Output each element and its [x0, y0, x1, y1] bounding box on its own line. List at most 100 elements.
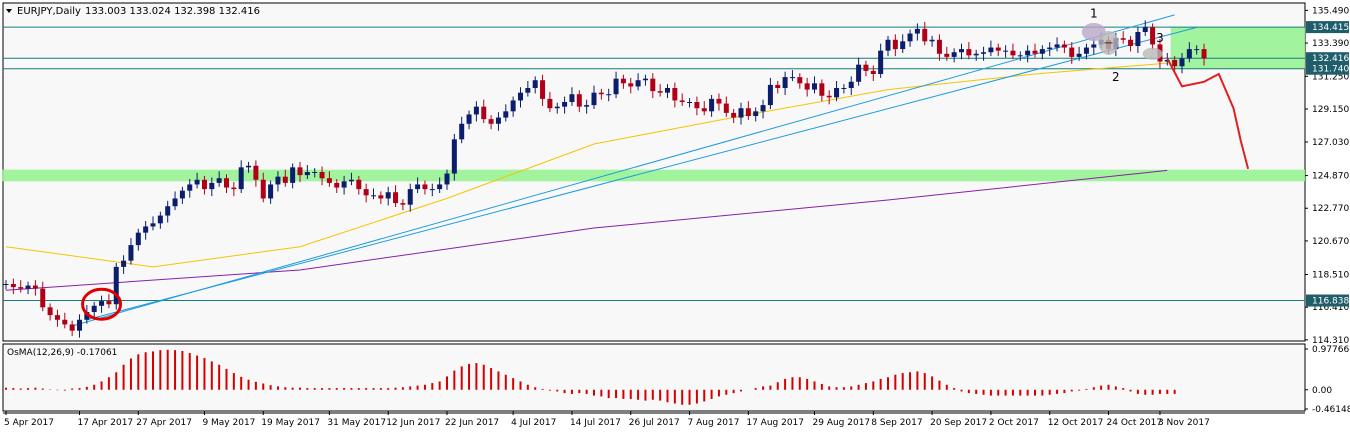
- candle: [488, 115, 494, 130]
- time-tick-label: 17 Apr 2017: [78, 418, 134, 428]
- candle-body: [1194, 49, 1200, 51]
- time-tick-label: 2 Oct 2017: [989, 418, 1039, 428]
- candle: [224, 174, 229, 193]
- candle-body: [62, 319, 68, 325]
- time-tick-label: 9 May 2017: [202, 418, 255, 428]
- candle-body: [194, 179, 200, 185]
- fast-ma-line: [5, 62, 1168, 268]
- candles-layer: [3, 20, 1207, 338]
- candle: [312, 168, 318, 178]
- trendline-layer: [72, 14, 1197, 327]
- price-tick-label: 131.250: [1312, 72, 1349, 82]
- candle: [628, 77, 634, 94]
- candle: [797, 73, 803, 89]
- candle: [922, 21, 928, 46]
- candle: [753, 107, 759, 122]
- candle-body: [1186, 49, 1192, 59]
- price-tick-label: 122.770: [1312, 204, 1349, 214]
- candle: [121, 255, 127, 274]
- candle-body: [782, 77, 788, 88]
- candle: [665, 84, 670, 99]
- candle: [878, 43, 884, 78]
- candle-body: [532, 80, 538, 88]
- candle-body: [69, 324, 75, 331]
- candle-body: [1032, 50, 1038, 54]
- candle-body: [363, 189, 369, 196]
- time-tick-label: 19 May 2017: [261, 418, 320, 428]
- candle-body: [1054, 44, 1060, 48]
- candle-body: [922, 28, 928, 42]
- candle-body: [106, 301, 112, 305]
- candle: [1039, 45, 1045, 60]
- candle-body: [341, 181, 347, 188]
- candle: [1003, 45, 1009, 58]
- candle-body: [268, 184, 274, 199]
- candle-body: [209, 182, 215, 190]
- candle: [157, 211, 163, 229]
- candle-body: [672, 88, 678, 101]
- candle: [290, 163, 296, 189]
- candle-body: [91, 305, 97, 312]
- candle-body: [326, 178, 332, 183]
- candle-body: [1128, 39, 1134, 46]
- candle: [1186, 42, 1192, 63]
- collapse-arrow-icon[interactable]: [6, 9, 12, 13]
- symbol-label: EURJPY,Daily: [17, 6, 81, 17]
- candle: [268, 180, 274, 204]
- candle-body: [738, 108, 744, 118]
- candle: [253, 160, 259, 187]
- candle-body: [253, 165, 259, 180]
- time-axis: 5 Apr 2017 17 Apr 2017 27 Apr 2017 9 May 20…: [3, 411, 1305, 428]
- candle-body: [988, 47, 994, 53]
- candle-body: [709, 98, 715, 112]
- candle: [429, 183, 435, 197]
- candle-body: [753, 111, 759, 116]
- candle-body: [907, 33, 913, 42]
- candle: [69, 320, 75, 337]
- candle: [238, 160, 244, 193]
- candle-body: [885, 39, 891, 51]
- candle: [246, 161, 252, 173]
- candle: [356, 175, 362, 195]
- candle-body: [238, 167, 244, 190]
- price-tag-label: 131.740: [1312, 65, 1349, 75]
- candle: [885, 35, 891, 57]
- candle: [326, 171, 332, 187]
- price-tick-label: 129.150: [1312, 105, 1349, 115]
- candle: [944, 46, 950, 61]
- time-tick-label: 17 Aug 2017: [746, 418, 804, 428]
- candle-body: [650, 78, 656, 92]
- candle-body: [503, 111, 509, 118]
- candle-body: [312, 172, 318, 173]
- candle-body: [804, 83, 810, 90]
- osma-bars: 0.97766 0.00 -0.46148: [5, 345, 1350, 415]
- candle-body: [437, 184, 443, 190]
- candle-body: [936, 39, 942, 54]
- candle: [378, 191, 384, 204]
- candle-body: [760, 105, 766, 112]
- candle-body: [694, 102, 700, 109]
- trendline: [86, 26, 1197, 321]
- candle-body: [157, 215, 163, 224]
- candle-body: [187, 184, 193, 191]
- candle-body: [687, 102, 693, 103]
- candle-body: [518, 92, 523, 101]
- candle: [782, 71, 788, 95]
- candle: [620, 74, 626, 89]
- candle: [834, 81, 840, 102]
- candle: [863, 60, 869, 77]
- candle: [54, 309, 60, 327]
- candle: [363, 183, 369, 203]
- candle-body: [201, 179, 207, 190]
- candle: [106, 294, 112, 309]
- candle: [341, 175, 347, 195]
- candle-body: [99, 301, 105, 306]
- candle: [760, 99, 766, 119]
- time-tick-label: 31 May 2017: [327, 418, 386, 428]
- candle-body: [422, 184, 428, 190]
- candle: [510, 96, 516, 117]
- candle-body: [606, 94, 612, 96]
- candle: [900, 34, 906, 53]
- candle: [936, 34, 942, 61]
